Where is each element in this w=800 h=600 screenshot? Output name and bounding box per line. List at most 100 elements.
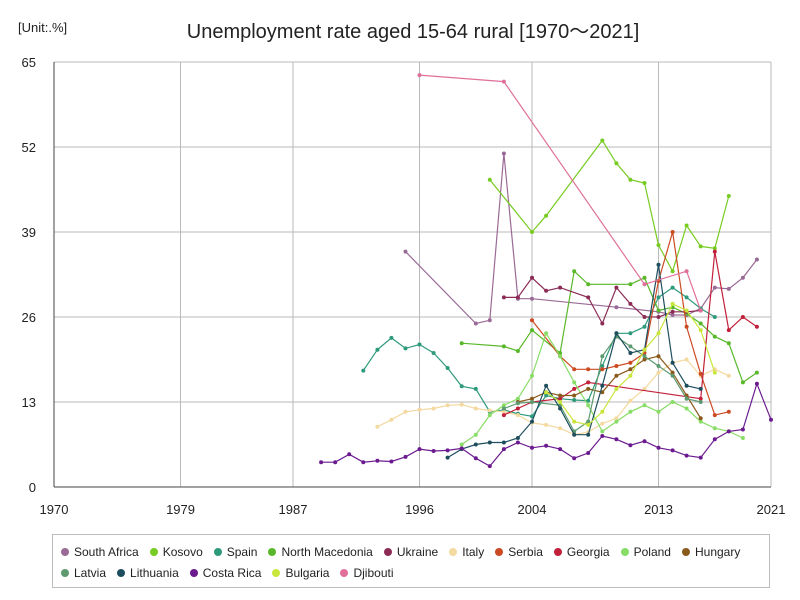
data-point [572,386,577,391]
data-point [670,269,675,274]
data-point [375,347,380,352]
data-point [515,396,520,401]
data-point [628,373,633,378]
legend-item: Ukraine [383,541,438,562]
data-point [614,386,619,391]
data-point [698,386,703,391]
data-point [698,396,703,401]
series-lithuania [445,262,703,460]
data-point [558,406,563,411]
legend-label: Djibouti [353,565,394,580]
y-tick-label: 0 [29,480,36,495]
series-bulgaria [544,301,717,427]
data-point [530,296,534,301]
legend-swatch [213,547,222,556]
data-point [431,449,436,453]
data-point [754,257,759,262]
data-point [501,406,506,411]
data-point [445,455,450,460]
data-point [417,407,422,412]
legend-item: Costa Rica [189,562,261,583]
data-point [726,194,731,198]
data-point [501,79,506,84]
data-point [628,443,633,448]
data-point [586,295,591,300]
data-point [642,354,647,359]
series-line [489,139,730,273]
data-point [586,432,591,437]
data-point [656,295,661,300]
data-point [656,409,661,414]
data-point [431,351,436,355]
data-point [347,452,352,457]
data-point [558,285,563,290]
data-point [530,400,534,404]
data-point [656,364,661,368]
data-point [586,282,591,287]
data-point [726,341,731,346]
data-point [558,396,563,401]
data-point [740,436,745,440]
data-point [530,414,534,419]
data-point [628,344,633,349]
data-point [642,315,647,319]
data-point [544,331,549,336]
series-italy [375,357,731,437]
x-tick-label: 1996 [405,502,434,517]
grid-lines [53,61,772,488]
data-point [656,243,661,248]
data-point [614,416,619,421]
data-point [572,456,577,461]
data-point [501,403,506,408]
legend-label: Bulgaria [285,565,330,580]
data-point [670,370,675,375]
data-point [558,354,563,359]
data-point [558,447,563,452]
data-point [544,390,549,395]
data-point [642,357,647,362]
legend-item: Poland [620,541,671,562]
data-point [642,282,647,287]
data-point [670,400,675,404]
legend-item: Lithuania [117,562,179,583]
data-point [614,419,619,424]
data-point [600,354,605,359]
data-point [656,308,661,313]
data-point [754,370,759,375]
series-line [517,355,702,419]
legend-swatch [340,568,349,577]
y-tick-label: 52 [22,140,36,155]
data-point [600,321,605,326]
data-point [389,335,394,340]
data-point [417,73,422,78]
data-point [515,440,520,445]
legend-item: Bulgaria [272,562,329,583]
data-point [530,445,534,450]
data-point [754,324,759,329]
data-point [614,285,619,290]
data-point [473,406,478,411]
legend-label: Lithuania [130,565,179,580]
chart-title: Unemployment rate aged 15-64 rural [1970… [186,21,640,43]
data-point [544,213,549,218]
data-point [670,360,675,365]
data-point [389,417,394,422]
data-point [473,442,478,447]
legend-swatch [268,547,277,556]
data-point [600,383,605,388]
data-point [698,400,703,404]
x-tick-label: 2021 [757,502,786,517]
series-lines [319,73,773,469]
data-point [375,458,380,463]
legend-swatch [189,568,198,577]
data-point [628,177,633,182]
legend-item: Hungary [681,541,740,562]
data-point [670,448,675,453]
data-point [515,295,520,300]
legend-item: Serbia [495,541,543,562]
data-point [712,426,717,431]
data-point [684,357,689,362]
data-point [712,413,717,418]
data-point [670,301,675,306]
data-point [726,328,731,333]
